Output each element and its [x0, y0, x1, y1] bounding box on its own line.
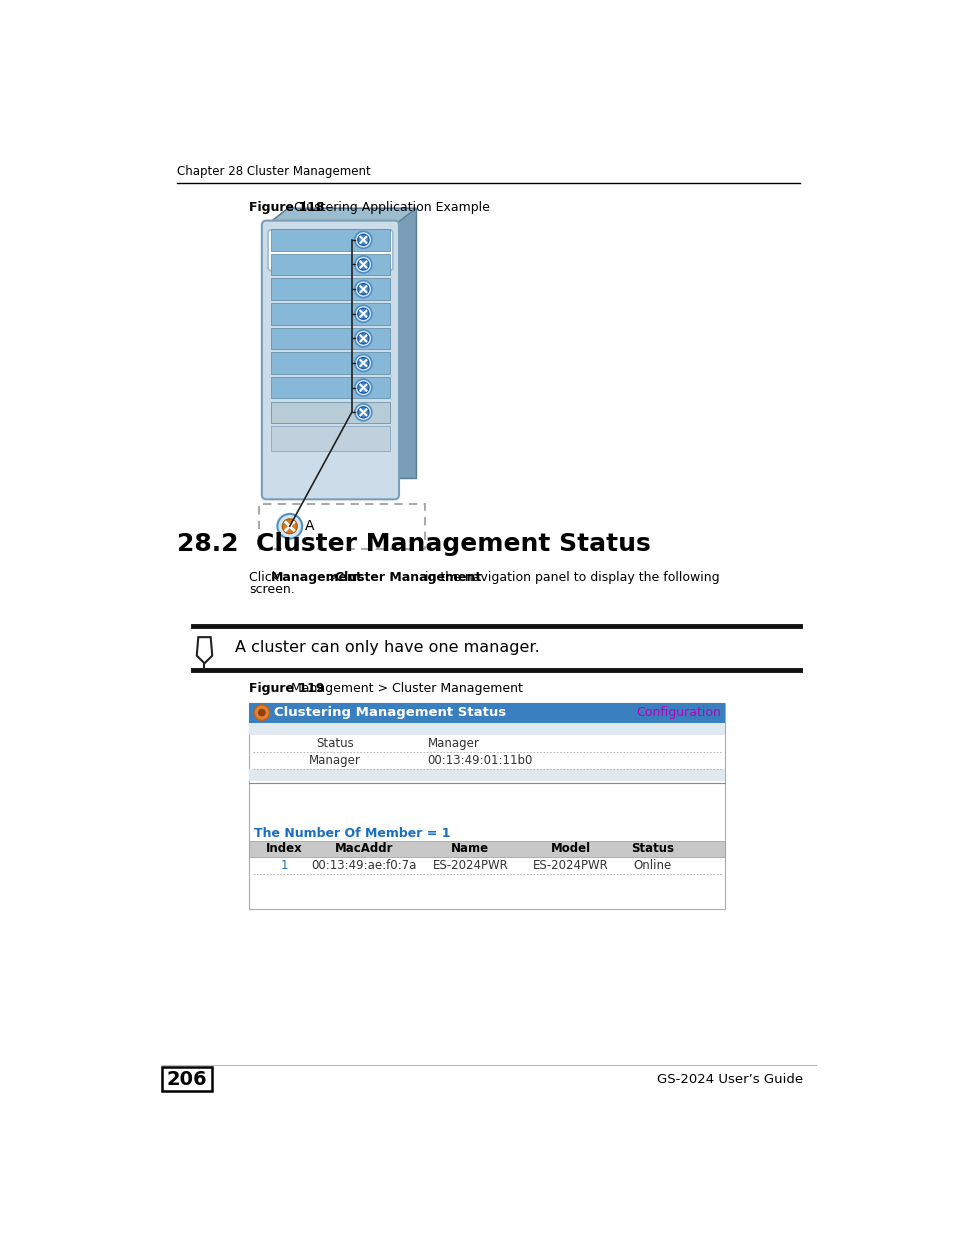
Text: Configuration: Configuration: [636, 706, 720, 719]
Bar: [249, 841, 724, 857]
Circle shape: [355, 256, 372, 273]
Text: Cluster Management: Cluster Management: [335, 571, 480, 584]
Bar: [249, 703, 724, 722]
Text: Status: Status: [315, 737, 354, 750]
Text: ES-2024PWR: ES-2024PWR: [432, 858, 508, 872]
Circle shape: [357, 235, 369, 246]
Text: in the navigation panel to display the following: in the navigation panel to display the f…: [421, 571, 720, 584]
Text: GS-2024 User’s Guide: GS-2024 User’s Guide: [656, 1073, 802, 1087]
Circle shape: [282, 519, 297, 534]
Text: Name: Name: [451, 842, 489, 856]
Text: Manager: Manager: [427, 737, 479, 750]
Circle shape: [355, 354, 372, 372]
Bar: [271, 228, 390, 251]
Text: Figure 118: Figure 118: [249, 201, 325, 215]
Polygon shape: [266, 209, 288, 495]
Text: 1: 1: [280, 858, 288, 872]
Text: >: >: [323, 571, 342, 584]
Circle shape: [357, 406, 369, 417]
Text: screen.: screen.: [249, 583, 294, 597]
Circle shape: [355, 231, 372, 248]
Bar: [271, 303, 390, 325]
Text: Online: Online: [633, 858, 671, 872]
Text: MacAddr: MacAddr: [335, 842, 393, 856]
Circle shape: [357, 382, 369, 393]
Text: Management > Cluster Management: Management > Cluster Management: [291, 682, 522, 695]
Text: 00:13:49:ae:f0:7a: 00:13:49:ae:f0:7a: [311, 858, 416, 872]
Circle shape: [355, 404, 372, 421]
Text: Manager: Manager: [309, 753, 360, 767]
Bar: [249, 722, 724, 735]
Circle shape: [355, 305, 372, 322]
Bar: [271, 426, 390, 451]
Circle shape: [253, 705, 270, 720]
Circle shape: [357, 259, 369, 270]
Text: Click: Click: [249, 571, 283, 584]
Bar: [271, 278, 390, 300]
Circle shape: [357, 309, 369, 320]
Text: Clustering Application Example: Clustering Application Example: [294, 201, 490, 215]
Text: Figure 119: Figure 119: [249, 682, 325, 695]
Text: Index: Index: [266, 842, 302, 856]
Circle shape: [257, 709, 266, 716]
Bar: [271, 377, 390, 399]
Text: 00:13:49:01:11b0: 00:13:49:01:11b0: [427, 753, 533, 767]
Text: ES-2024PWR: ES-2024PWR: [533, 858, 608, 872]
Polygon shape: [288, 209, 416, 478]
Text: Chapter 28 Cluster Management: Chapter 28 Cluster Management: [177, 165, 371, 178]
Circle shape: [355, 330, 372, 347]
Polygon shape: [266, 209, 416, 225]
Bar: [249, 703, 724, 909]
Text: 206: 206: [166, 1071, 207, 1089]
Bar: [271, 352, 390, 374]
Circle shape: [357, 357, 369, 368]
Text: The Number Of Member = 1: The Number Of Member = 1: [253, 827, 450, 840]
Text: 28.2  Cluster Management Status: 28.2 Cluster Management Status: [177, 532, 651, 556]
Bar: [258, 504, 425, 548]
Bar: [271, 401, 390, 424]
Text: Status: Status: [630, 842, 673, 856]
Text: Clustering Management Status: Clustering Management Status: [274, 706, 506, 719]
Circle shape: [357, 284, 369, 295]
Bar: [249, 769, 724, 782]
Text: Management: Management: [271, 571, 363, 584]
Bar: [162, 1067, 212, 1092]
Text: A: A: [305, 519, 314, 534]
FancyBboxPatch shape: [261, 221, 398, 499]
Bar: [271, 253, 390, 275]
Text: Model: Model: [551, 842, 591, 856]
FancyBboxPatch shape: [268, 230, 393, 270]
Circle shape: [277, 514, 302, 538]
Circle shape: [355, 379, 372, 396]
Bar: [271, 327, 390, 350]
Circle shape: [355, 280, 372, 298]
Circle shape: [357, 333, 369, 343]
Text: A cluster can only have one manager.: A cluster can only have one manager.: [235, 641, 539, 656]
